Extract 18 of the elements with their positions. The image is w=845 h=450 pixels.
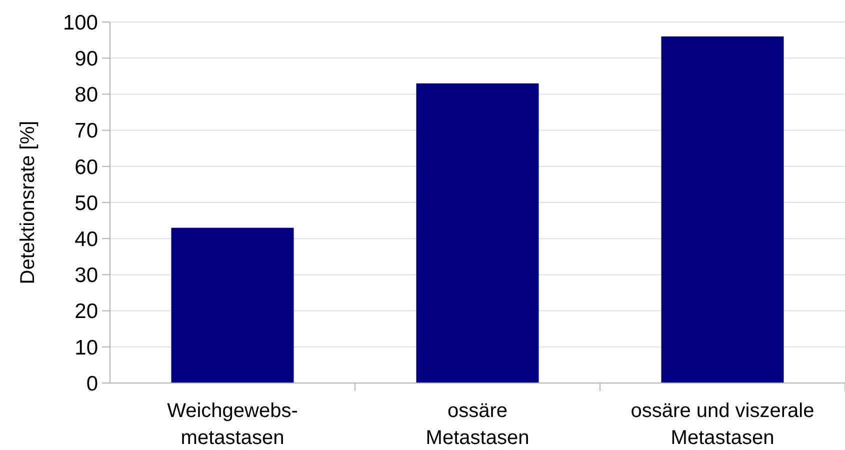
x-tick-label: Weichgewebs- metastasen — [167, 400, 298, 449]
x-tick-label: ossäre und viszerale Metastasen — [630, 400, 814, 449]
y-tick-label: 40 — [74, 228, 98, 251]
y-tick-label: 100 — [62, 11, 98, 34]
y-tick-label: 30 — [74, 264, 98, 288]
bar — [171, 228, 294, 383]
y-tick-label: 0 — [86, 372, 98, 396]
bar — [661, 36, 784, 383]
y-tick-label: 60 — [74, 156, 98, 179]
y-tick-label: 10 — [74, 336, 98, 360]
bar — [416, 83, 539, 383]
y-axis-title: Detektionsrate [%] — [17, 120, 39, 284]
y-tick-label: 20 — [74, 300, 98, 324]
y-tick-label: 50 — [74, 192, 98, 215]
y-tick-label: 90 — [74, 47, 98, 70]
y-tick-label: 80 — [74, 84, 98, 107]
y-tick-label: 70 — [74, 120, 98, 143]
x-tick-label: ossäre Metastasen — [426, 400, 530, 449]
